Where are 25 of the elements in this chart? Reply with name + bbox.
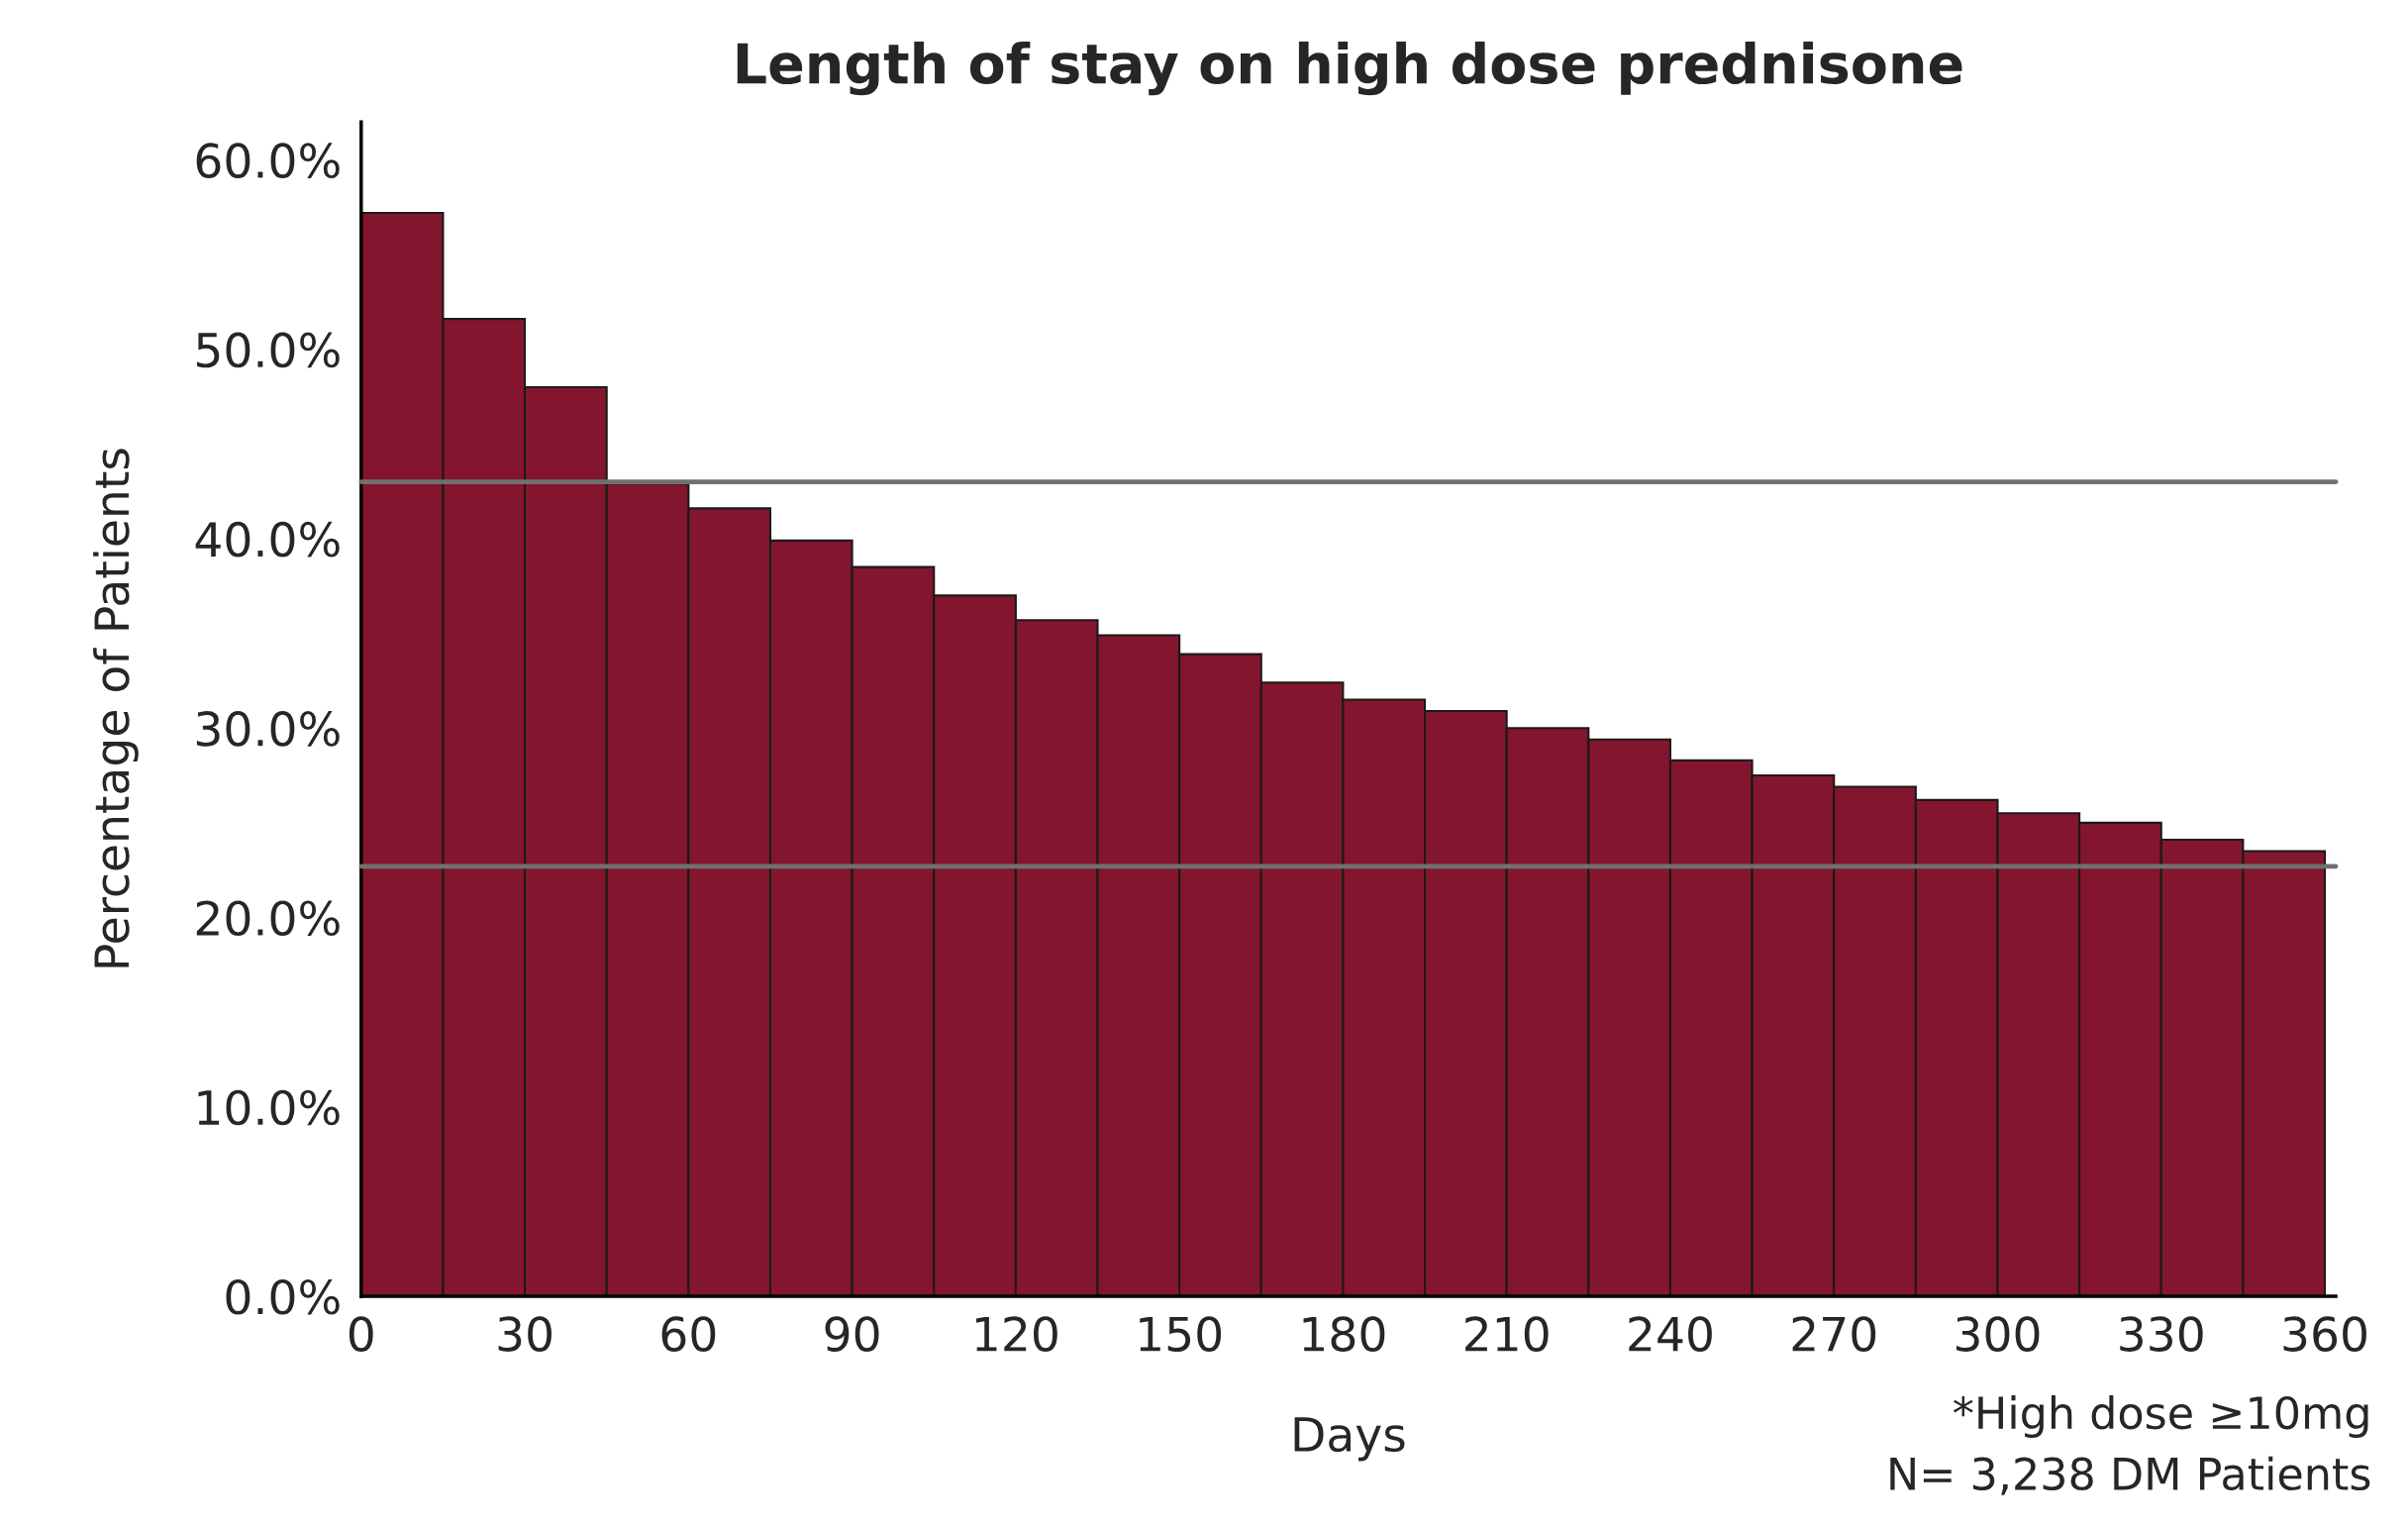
x-tick-label: 240: [1629, 1316, 1712, 1352]
y-tick-label: 50.0%: [196, 332, 340, 368]
x-tick-label: 300: [1956, 1316, 2040, 1352]
text: *High dose ≥10mg: [1954, 1395, 2368, 1439]
y-tick-label: 10.0%: [198, 1089, 340, 1126]
x-tick-label: 330: [2120, 1316, 2203, 1352]
x-tick-label: 90: [825, 1316, 879, 1352]
y-axis-title: Percentage of Patients: [93, 449, 139, 967]
x-tick-label: 30: [498, 1316, 552, 1352]
y-tick-label: 0.0%: [226, 1278, 340, 1315]
y-tick-label: 20.0%: [196, 900, 340, 937]
x-tick-label: 0: [349, 1316, 373, 1352]
x-tick-label: 120: [975, 1316, 1057, 1352]
text: N= 3,238 DM Patients: [1890, 1456, 2370, 1495]
x-tick-label: 150: [1140, 1316, 1222, 1352]
x-tick-label: 60: [661, 1316, 716, 1352]
x-tick-label: 210: [1465, 1316, 1549, 1352]
y-tick-label: 40.0%: [195, 521, 340, 558]
x-tick-label: 180: [1303, 1316, 1385, 1352]
y-tick-label: 30.0%: [196, 711, 340, 747]
y-tick-label: 60.0%: [196, 143, 340, 179]
x-tick-label: 360: [2283, 1316, 2366, 1352]
chart-title: Length of stay on high dose prednisone: [737, 42, 1962, 96]
x-tick-label: 270: [1792, 1316, 1876, 1352]
x-axis-title: Days: [1294, 1417, 1405, 1462]
